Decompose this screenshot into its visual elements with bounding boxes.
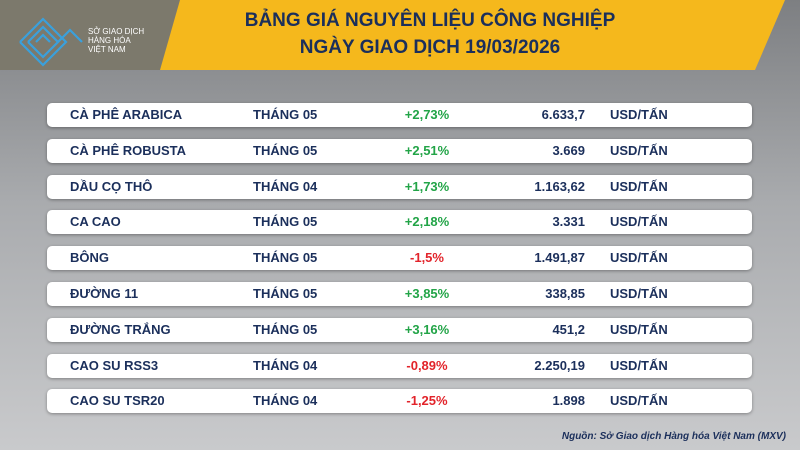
month: THÁNG 05 <box>253 214 318 230</box>
price: 3.669 <box>552 142 585 158</box>
unit: USD/TẤN <box>610 214 668 230</box>
unit: USD/TẤN <box>610 393 668 409</box>
commodity: CAO SU RSS3 <box>70 357 159 373</box>
banner <box>0 0 785 70</box>
table-row: CAO SU TSR20 THÁNG 04 -1,25% 1.898 USD/TẤN <box>47 389 752 414</box>
price: 338,85 <box>545 286 585 301</box>
table-row: ĐƯỜNG TRẮNG THÁNG 05 +3,16% 451,2 USD/TẤN <box>47 317 752 342</box>
commodity: ĐƯỜNG 11 <box>70 286 139 301</box>
price: 6.633,7 <box>541 107 585 122</box>
table-row: ĐƯỜNG 11 THÁNG 05 +3,85% 338,85 USD/TẤN <box>47 282 752 306</box>
month: THÁNG 05 <box>253 250 318 266</box>
unit: USD/TẤN <box>610 357 668 373</box>
change: -0,89% <box>406 357 448 373</box>
unit: USD/TẤN <box>610 321 668 337</box>
change: +1,73% <box>404 178 450 194</box>
change: +3,85% <box>404 286 450 301</box>
unit: USD/TẤN <box>610 250 668 266</box>
logo-line: HÀNG HÓA <box>88 36 131 45</box>
table-row: CÀ PHÊ ARABICA THÁNG 05 +2,73% 6.633,7 USD/T… <box>47 103 752 127</box>
commodity: CÀ PHÊ ROBUSTA <box>70 142 187 158</box>
source: Nguồn: Sở Giao dịch Hàng hóa Việt Nam (M… <box>561 431 786 442</box>
commodity: DẦU CỌ THÔ <box>70 178 153 194</box>
commodity: ĐƯỜNG TRẮNG <box>70 321 171 337</box>
commodity: BÔNG <box>70 250 109 266</box>
price: 451,2 <box>552 321 585 337</box>
month: THÁNG 05 <box>253 107 318 122</box>
change: +2,73% <box>404 107 450 122</box>
month: THÁNG 04 <box>253 357 318 373</box>
logo-text: SỞ GIAO DỊCH HÀNG HÓA VIỆT NAM <box>88 27 144 54</box>
change: -1,25% <box>406 393 448 409</box>
price: 1.491,87 <box>534 250 585 266</box>
unit: USD/TẤN <box>610 107 668 122</box>
commodity: CAO SU TSR20 <box>70 393 165 409</box>
title: BẢNG GIÁ NGUYÊN LIỆU CÔNG NGHIỆP <box>244 10 616 31</box>
change: -1,5% <box>410 250 444 266</box>
month: THÁNG 05 <box>253 286 318 301</box>
change: +2,18% <box>404 214 450 230</box>
month: THÁNG 04 <box>253 178 318 194</box>
month: THÁNG 05 <box>253 321 318 337</box>
price: 2.250,19 <box>534 357 585 373</box>
price: 1.163,62 <box>534 178 585 194</box>
logo-line: VIỆT NAM <box>88 45 126 54</box>
month: THÁNG 05 <box>253 142 318 158</box>
unit: USD/TẤN <box>610 178 668 194</box>
table-row: DẦU CỌ THÔ THÁNG 04 +1,73% 1.163,62 USD/TẤN <box>47 174 752 199</box>
month: THÁNG 04 <box>253 393 318 409</box>
table-row: CAO SU RSS3 THÁNG 04 -0,89% 2.250,19 USD/TẤN <box>47 353 752 378</box>
subtitle: NGÀY GIAO DỊCH 19/03/2026 <box>299 37 561 58</box>
change: +2,51% <box>404 142 450 158</box>
unit: USD/TẤN <box>610 286 668 301</box>
change: +3,16% <box>404 321 450 337</box>
table-row: CA CAO THÁNG 05 +2,18% 3.331 USD/TẤN <box>47 210 752 235</box>
commodity: CA CAO <box>70 214 121 230</box>
table-row: CÀ PHÊ ROBUSTA THÁNG 05 +2,51% 3.669 USD/TẤN <box>47 138 752 163</box>
logo-line: SỞ GIAO DỊCH <box>88 27 145 36</box>
table-row: BÔNG THÁNG 05 -1,5% 1.491,87 USD/TẤN <box>47 246 752 271</box>
unit: USD/TẤN <box>610 142 668 158</box>
price: 3.331 <box>552 214 585 230</box>
price: 1.898 <box>552 393 585 409</box>
commodity: CÀ PHÊ ARABICA <box>70 107 183 122</box>
